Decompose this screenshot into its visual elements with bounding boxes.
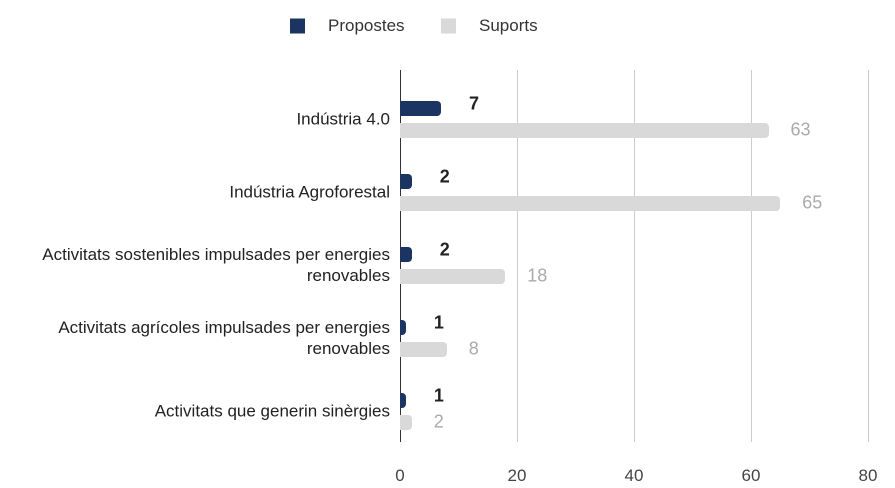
x-tick-label: 20 bbox=[507, 466, 527, 485]
legend-label: Propostes bbox=[328, 16, 405, 35]
legend-label: Suports bbox=[479, 16, 538, 35]
x-tick-label: 80 bbox=[858, 466, 878, 485]
value-label: 2 bbox=[439, 239, 450, 260]
value-label: 65 bbox=[802, 192, 823, 213]
value-label: 2 bbox=[439, 166, 450, 187]
value-label: 63 bbox=[790, 119, 811, 140]
bar bbox=[400, 392, 406, 408]
category-label: Activitats agrícoles impulsades per ener… bbox=[58, 318, 390, 358]
value-label: 1 bbox=[433, 385, 444, 406]
bar bbox=[400, 122, 769, 138]
category-label: Indústria Agroforestal bbox=[229, 182, 390, 202]
bar bbox=[400, 341, 447, 357]
value-label: 1 bbox=[433, 312, 444, 333]
x-tick-label: 0 bbox=[395, 466, 405, 485]
x-tick-label: 60 bbox=[741, 466, 761, 485]
bar bbox=[400, 268, 506, 284]
grid-line bbox=[517, 70, 518, 442]
bar bbox=[400, 195, 781, 211]
value-label: 8 bbox=[468, 338, 479, 359]
bar bbox=[400, 414, 412, 430]
legend-swatch bbox=[290, 18, 305, 34]
category-label: Activitats sostenibles impulsades per en… bbox=[42, 245, 390, 285]
category-label: Activitats que generin sinèrgies bbox=[154, 401, 390, 421]
bar bbox=[400, 319, 406, 335]
bar bbox=[400, 246, 412, 262]
x-tick-label: 40 bbox=[624, 466, 644, 485]
legend-swatch bbox=[441, 18, 456, 34]
value-label: 2 bbox=[433, 411, 444, 432]
bar bbox=[400, 100, 441, 116]
value-label: 7 bbox=[468, 93, 479, 114]
category-label: Indústria 4.0 bbox=[296, 109, 390, 129]
value-label: 18 bbox=[527, 265, 548, 286]
grid-line bbox=[751, 70, 752, 442]
bar bbox=[400, 173, 412, 189]
grid-line bbox=[868, 70, 869, 442]
grid-line bbox=[634, 70, 635, 442]
